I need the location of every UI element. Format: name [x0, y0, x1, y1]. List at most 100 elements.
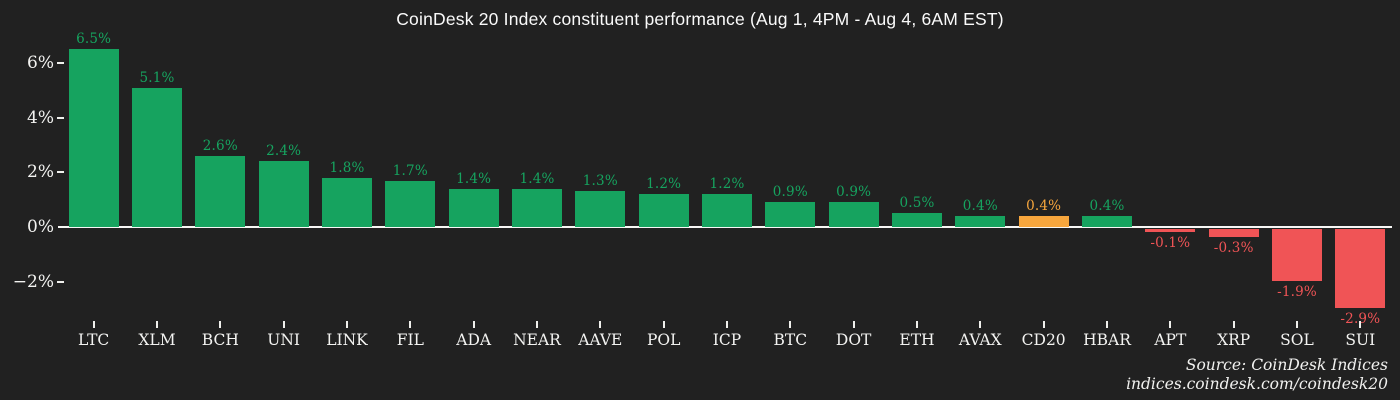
x-axis-tick: [282, 321, 285, 328]
y-axis-tick: [57, 280, 64, 283]
bar-aave: [575, 191, 626, 227]
bar-value-label: 6.5%: [76, 31, 112, 48]
bar-column-ltc: 6.5% LTC: [62, 0, 125, 400]
bar-column-hbar: 0.4% HBAR: [1075, 0, 1138, 400]
x-axis-tick: [662, 321, 665, 328]
x-axis-tick: [1295, 321, 1298, 328]
bar-eth: [891, 213, 942, 227]
bar-hbar: [1081, 216, 1132, 227]
x-axis-label-eth: ETH: [899, 331, 935, 349]
x-axis-label-pol: POL: [646, 331, 681, 349]
bar-value-label: 1.8%: [329, 159, 365, 176]
y-axis-label: −2%: [12, 271, 54, 292]
bar-cd20: [1018, 216, 1069, 227]
x-axis-tick: [92, 321, 95, 328]
source-url: indices.coindesk.com/coindesk20: [1126, 375, 1388, 394]
y-axis-label: 0%: [27, 217, 54, 237]
x-axis-tick: [1105, 321, 1108, 328]
bar-dot: [828, 202, 879, 227]
x-axis-label-dot: DOT: [835, 331, 872, 349]
zero-baseline: [58, 226, 1392, 228]
x-axis-label-apt: APT: [1154, 331, 1187, 349]
x-axis-tick: [1232, 321, 1235, 328]
x-axis-tick: [852, 321, 855, 328]
bar-column-icp: 1.2% ICP: [695, 0, 758, 400]
x-axis-label-hbar: HBAR: [1083, 331, 1131, 349]
bar-column-xlm: 5.1% XLM: [125, 0, 188, 400]
bar-column-sui: -2.9% SUI: [1329, 0, 1392, 400]
x-axis-tick: [599, 321, 602, 328]
x-axis-label-xlm: XLM: [138, 331, 176, 349]
x-axis-tick: [155, 321, 158, 328]
bar-column-aave: 1.3% AAVE: [569, 0, 632, 400]
x-axis-label-fil: FIL: [396, 331, 424, 349]
x-axis-tick: [1042, 321, 1045, 328]
bar-xlm: [131, 87, 182, 227]
bar-value-label: 0.4%: [1089, 198, 1125, 215]
bar-ltc: [68, 49, 119, 227]
bar-column-xrp: -0.3% XRP: [1202, 0, 1265, 400]
x-axis-tick: [979, 321, 982, 328]
bar-pol: [638, 194, 689, 227]
bar-value-label: -2.9%: [1340, 311, 1381, 328]
x-axis-label-link: LINK: [326, 331, 368, 349]
x-axis-label-sol: SOL: [1280, 331, 1314, 349]
x-axis-tick: [345, 321, 348, 328]
bar-value-label: -0.1%: [1150, 234, 1191, 251]
x-axis-tick: [915, 321, 918, 328]
bar-value-label: 0.5%: [899, 195, 935, 212]
bar-column-fil: 1.7% FIL: [379, 0, 442, 400]
x-axis-label-sui: SUI: [1345, 331, 1376, 349]
bar-value-label: 2.6%: [202, 137, 238, 154]
bar-value-label: 0.9%: [772, 184, 808, 201]
bar-column-avax: 0.4% AVAX: [949, 0, 1012, 400]
x-axis-tick: [535, 321, 538, 328]
bar-value-label: 1.2%: [709, 176, 745, 193]
bar-near: [511, 188, 562, 227]
x-axis-label-ltc: LTC: [78, 331, 110, 349]
bar-column-uni: 2.4% UNI: [252, 0, 315, 400]
bar-value-label: 1.3%: [582, 173, 618, 190]
x-axis-label-bch: BCH: [201, 331, 239, 349]
x-axis-label-btc: BTC: [773, 331, 808, 349]
bar-column-cd20: 0.4% CD20: [1012, 0, 1075, 400]
x-axis-tick: [1359, 321, 1362, 328]
bar-apt: [1145, 229, 1196, 232]
x-axis-tick: [725, 321, 728, 328]
bar-column-eth: 0.5% ETH: [885, 0, 948, 400]
x-axis-label-aave: AAVE: [578, 331, 623, 349]
x-axis-label-uni: UNI: [267, 331, 301, 349]
bar-sol: [1271, 229, 1322, 281]
bar-column-sol: -1.9% SOL: [1265, 0, 1328, 400]
x-axis-tick: [219, 321, 222, 328]
bar-column-bch: 2.6% BCH: [189, 0, 252, 400]
bar-value-label: 0.4%: [1026, 198, 1062, 215]
bar-column-ada: 1.4% ADA: [442, 0, 505, 400]
bar-uni: [258, 161, 309, 227]
bar-value-label: 0.4%: [962, 198, 998, 215]
x-axis-tick: [789, 321, 792, 328]
bar-column-near: 1.4% NEAR: [505, 0, 568, 400]
plot-area: 6.5% LTC 5.1% XLM 2.6% BCH 2.4% UNI 1.8% LINK 1.7%…: [58, 0, 1392, 400]
bar-value-label: 1.2%: [646, 176, 682, 193]
bar-value-label: 1.4%: [456, 170, 492, 187]
y-axis-tick: [57, 171, 64, 174]
bar-bch: [195, 155, 246, 227]
chart-title: CoinDesk 20 Index constituent performanc…: [396, 9, 1004, 29]
bar-avax: [955, 216, 1006, 227]
x-axis-tick: [409, 321, 412, 328]
x-axis-label-avax: AVAX: [958, 331, 1002, 349]
bar-column-dot: 0.9% DOT: [822, 0, 885, 400]
y-axis-label: 6%: [27, 52, 54, 73]
bar-column-apt: -0.1% APT: [1139, 0, 1202, 400]
bar-xrp: [1208, 229, 1259, 238]
source-line: Source: CoinDesk Indices: [1185, 356, 1388, 375]
bar-sui: [1335, 229, 1386, 309]
bar-column-pol: 1.2% POL: [632, 0, 695, 400]
bar-column-link: 1.8% LINK: [315, 0, 378, 400]
bar-value-label: 1.7%: [392, 162, 428, 179]
bar-value-label: -0.3%: [1213, 240, 1254, 257]
bar-link: [321, 177, 372, 227]
bar-value-label: 0.9%: [836, 184, 872, 201]
y-axis-tick: [57, 61, 64, 64]
